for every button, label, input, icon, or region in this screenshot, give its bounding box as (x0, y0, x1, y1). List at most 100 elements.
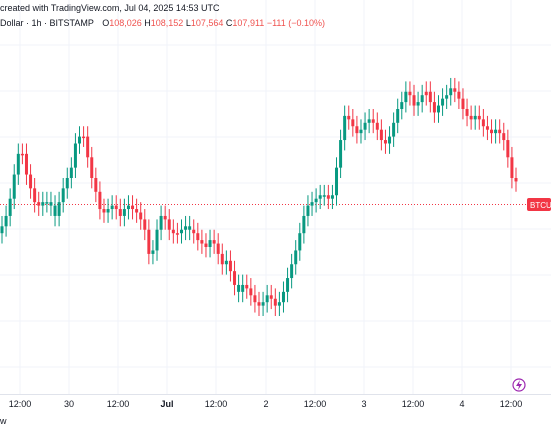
candle (188, 215, 192, 241)
candle-body (351, 119, 355, 127)
close-value: 107,911 (232, 18, 265, 28)
candle-body (126, 205, 130, 210)
x-tick-label: 12:00 (304, 399, 327, 409)
candle-body (216, 243, 220, 254)
candle (310, 191, 314, 216)
footer-fragment: w (0, 416, 7, 426)
candle (155, 219, 159, 261)
candle-body (490, 129, 494, 134)
candle (216, 233, 220, 265)
candle (208, 229, 212, 258)
candle (449, 77, 453, 106)
candle (179, 219, 183, 244)
candle-body (277, 302, 281, 306)
candle-body (53, 205, 57, 216)
candle (436, 95, 440, 123)
candle-body (24, 153, 28, 175)
candle (135, 198, 139, 223)
candle (502, 122, 506, 151)
candle-body (151, 250, 155, 254)
candle (167, 209, 171, 241)
lightning-replay-icon[interactable] (512, 378, 526, 392)
candle-body (212, 240, 216, 244)
candle (383, 129, 387, 154)
candle (73, 133, 77, 178)
candle (318, 184, 322, 210)
candle (265, 284, 269, 313)
candle-body (61, 188, 65, 203)
watermark-text: created with TradingView.com, Jul 04, 20… (0, 3, 220, 13)
candle (510, 146, 514, 189)
x-tick-label: 4 (459, 399, 464, 409)
candle-body (371, 119, 375, 123)
candle-body (131, 205, 135, 210)
candle-body (118, 209, 122, 216)
candle (53, 195, 57, 227)
x-tick-label: 12:00 (205, 399, 228, 409)
legend-row: Dollar · 1h · BITSTAMP O108,026 H108,152… (0, 18, 325, 28)
candle (8, 188, 12, 227)
candle (457, 81, 461, 109)
candle-body (347, 115, 351, 120)
x-tick-label: 2 (263, 399, 268, 409)
candle (286, 267, 290, 303)
candle (159, 205, 163, 241)
candle-body (375, 122, 379, 130)
candle (445, 84, 449, 109)
candle (485, 115, 489, 141)
x-tick-label: 12:00 (500, 399, 523, 409)
candle-body (436, 105, 440, 113)
candle-body (481, 119, 485, 127)
candle-body (514, 178, 518, 182)
candle-body (233, 271, 237, 285)
candle (220, 243, 224, 275)
candle (335, 157, 339, 206)
candle-body (159, 215, 163, 230)
candle (102, 198, 106, 223)
candle-body (424, 91, 428, 96)
x-tick-label: 12:00 (107, 399, 130, 409)
candle (514, 167, 518, 192)
candle-body (253, 295, 257, 303)
candle-body (453, 88, 457, 92)
candle (314, 188, 318, 213)
candle (306, 195, 310, 227)
candle-body (469, 115, 473, 120)
candle-body (412, 95, 416, 106)
candle (114, 195, 118, 220)
candle-body (383, 140, 387, 144)
candle (351, 109, 355, 137)
candle (86, 126, 90, 168)
candle-body (228, 260, 232, 272)
x-tick-label: 3 (361, 399, 366, 409)
close-label: C (225, 18, 233, 28)
candle-body (57, 202, 61, 216)
candle (477, 105, 481, 130)
candle-body (355, 126, 359, 134)
candle (257, 291, 261, 316)
candle (61, 178, 65, 213)
candle (281, 281, 285, 313)
time-axis: 12:00 30 12:00 Jul 12:00 2 12:00 3 12:00 4 12:00 (9, 399, 523, 409)
chart-watermark-line: created with TradingView.com, Jul 04, 20… (0, 3, 219, 13)
change-value: −111 (−0.10%) (266, 18, 326, 28)
price-tag-bg (527, 198, 551, 211)
candle (441, 88, 445, 116)
candle (375, 112, 379, 141)
candle-body (241, 284, 245, 292)
candle-body (445, 95, 449, 99)
candle-body (45, 202, 49, 204)
symbol-title: Dollar · 1h · BITSTAMP (0, 18, 94, 28)
candle (45, 191, 49, 213)
candle-body (408, 91, 412, 96)
candle-body (196, 233, 200, 241)
candle-body (41, 202, 45, 206)
candle (16, 143, 20, 185)
candle-body (114, 205, 118, 210)
candle-body (171, 229, 175, 234)
candle-body (98, 191, 102, 210)
candle (122, 198, 126, 227)
candle-body (82, 136, 86, 139)
